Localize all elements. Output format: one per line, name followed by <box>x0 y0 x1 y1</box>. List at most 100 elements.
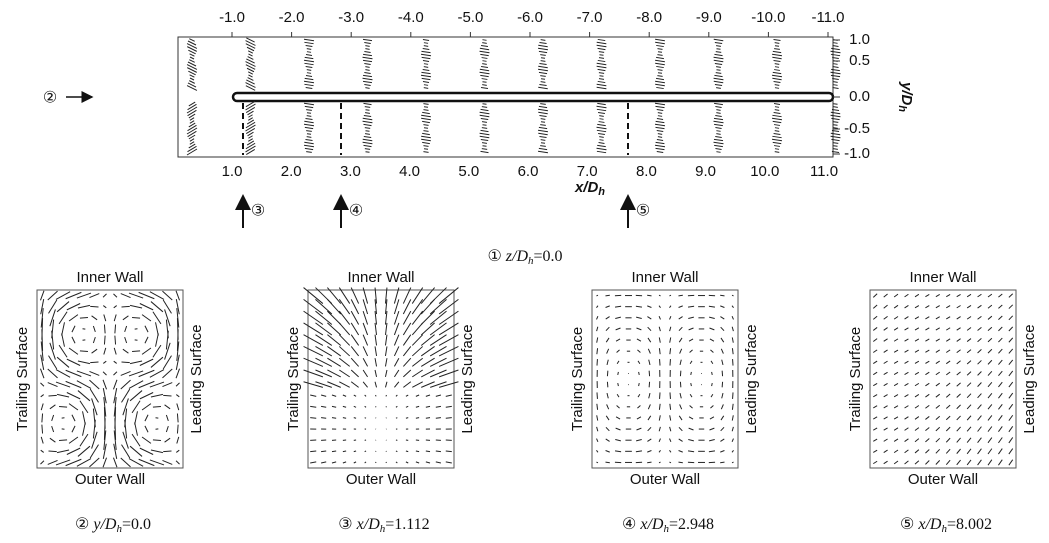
vector <box>331 417 337 419</box>
vector <box>245 64 256 70</box>
vector <box>774 148 780 150</box>
vector <box>435 394 442 397</box>
vector <box>139 447 154 455</box>
vector <box>40 299 45 315</box>
vector <box>303 334 324 346</box>
vector <box>114 324 117 334</box>
vector <box>647 461 652 464</box>
vector <box>480 150 489 154</box>
vector <box>138 458 155 467</box>
vector <box>415 461 420 464</box>
vector <box>66 358 81 366</box>
vector <box>304 147 314 151</box>
bottom-tick-label: 2.0 <box>281 163 302 180</box>
top-tick-label: -5.0 <box>457 9 483 26</box>
vector <box>124 419 128 439</box>
vector <box>540 60 546 62</box>
vector <box>893 460 899 465</box>
vector <box>91 348 98 354</box>
vector <box>384 287 388 304</box>
vector <box>187 61 197 67</box>
vector <box>393 369 400 378</box>
vector <box>189 138 195 142</box>
vector <box>363 114 372 118</box>
vector <box>306 151 312 153</box>
vector <box>438 322 459 336</box>
vector <box>365 45 370 47</box>
vector <box>893 405 899 409</box>
vector <box>320 405 327 408</box>
vector <box>658 415 661 421</box>
vector <box>638 382 640 387</box>
vector <box>605 305 610 308</box>
vector <box>310 461 317 464</box>
vector <box>187 130 197 138</box>
vector <box>56 393 70 398</box>
vector <box>303 38 315 42</box>
vector <box>128 292 144 299</box>
surface-label: Leading Surface <box>459 324 476 433</box>
vector <box>374 358 378 367</box>
vector <box>977 326 982 331</box>
vector <box>481 106 488 108</box>
vector <box>715 136 722 138</box>
vector <box>716 109 721 111</box>
vector <box>914 327 920 331</box>
vector <box>596 316 599 320</box>
vector <box>188 143 196 149</box>
vector <box>89 293 100 299</box>
vector <box>731 348 734 355</box>
vector <box>714 74 723 78</box>
vector <box>306 130 312 132</box>
vector <box>402 357 412 367</box>
vector <box>315 369 333 378</box>
vector <box>102 293 107 298</box>
vector <box>616 405 620 409</box>
vector <box>647 438 652 442</box>
vector <box>481 121 488 123</box>
vector <box>893 427 899 431</box>
caption-part: x/D <box>917 516 942 533</box>
vector <box>306 115 312 117</box>
vector <box>247 110 254 116</box>
vector <box>152 344 162 358</box>
vector <box>904 316 909 320</box>
vector <box>131 433 141 447</box>
vector <box>245 100 256 108</box>
vector <box>598 132 605 136</box>
vector <box>350 299 360 315</box>
vector <box>56 301 70 313</box>
vector <box>596 105 607 109</box>
vector <box>714 123 723 127</box>
vector <box>422 48 430 50</box>
vector <box>128 458 144 467</box>
vector <box>306 51 312 53</box>
vector <box>162 368 173 379</box>
vector <box>480 53 489 57</box>
vector <box>132 317 141 319</box>
vector <box>245 145 256 153</box>
vector <box>538 44 548 48</box>
vector <box>89 388 99 403</box>
vector <box>597 68 606 72</box>
vector <box>303 144 315 148</box>
vector <box>966 404 972 410</box>
vector <box>956 426 961 432</box>
right-tick-label: 0.0 <box>849 88 870 105</box>
vector <box>71 414 76 422</box>
vector <box>945 415 951 421</box>
vector <box>966 426 972 432</box>
vector <box>395 450 398 453</box>
vector <box>771 117 783 121</box>
vector <box>113 430 117 450</box>
vector <box>709 316 715 320</box>
vector <box>479 68 490 72</box>
vector <box>655 41 665 45</box>
vector <box>830 111 841 115</box>
top-tick-label: -10.0 <box>751 9 785 26</box>
vector <box>637 349 641 353</box>
vector <box>363 53 372 57</box>
vector <box>893 383 899 387</box>
vector <box>411 310 424 325</box>
vector <box>731 326 734 332</box>
